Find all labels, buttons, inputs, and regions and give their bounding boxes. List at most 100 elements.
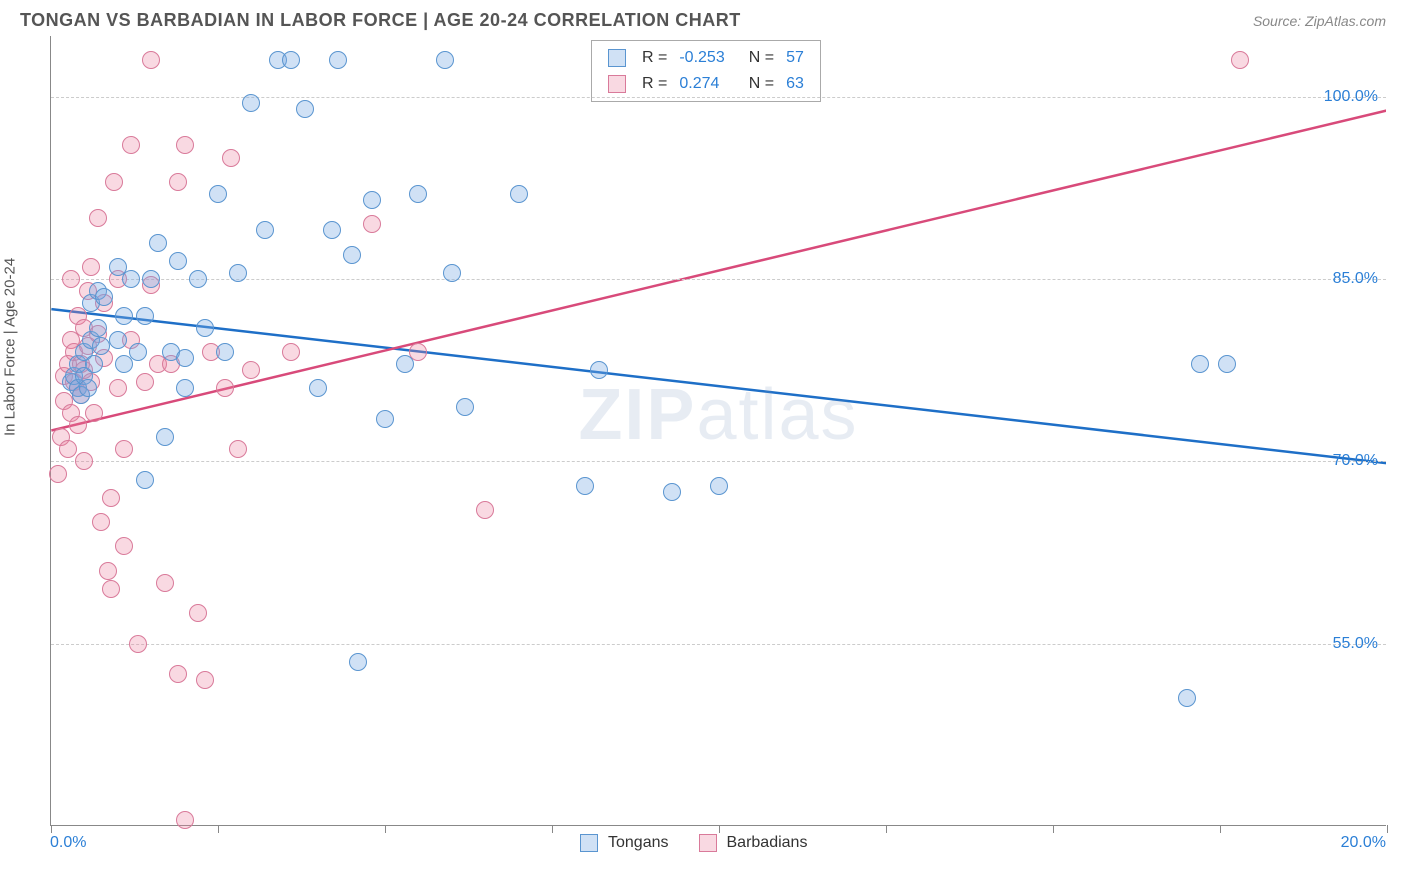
scatter-point-barbadians — [189, 604, 207, 622]
scatter-point-tongans — [576, 477, 594, 495]
y-tick-label: 70.0% — [1333, 452, 1378, 470]
y-tick-label: 100.0% — [1324, 88, 1378, 106]
n-label: N = — [743, 45, 780, 71]
legend-row: R =-0.253 N =57 — [602, 45, 810, 71]
scatter-point-tongans — [136, 471, 154, 489]
scatter-point-tongans — [363, 191, 381, 209]
scatter-point-tongans — [176, 349, 194, 367]
n-label: N = — [743, 71, 780, 97]
trend-line-tongans — [51, 309, 1386, 467]
x-tick — [1220, 825, 1221, 833]
x-tick — [1053, 825, 1054, 833]
scatter-point-barbadians — [122, 136, 140, 154]
scatter-point-tongans — [129, 343, 147, 361]
scatter-point-barbadians — [89, 209, 107, 227]
legend-label: Tongans — [608, 834, 669, 852]
scatter-point-barbadians — [136, 373, 154, 391]
scatter-point-barbadians — [169, 173, 187, 191]
scatter-point-barbadians — [169, 665, 187, 683]
r-label: R = — [636, 45, 673, 71]
scatter-point-tongans — [1218, 355, 1236, 373]
scatter-point-barbadians — [115, 537, 133, 555]
y-tick-label: 85.0% — [1333, 270, 1378, 288]
x-tick — [886, 825, 887, 833]
scatter-point-tongans — [349, 653, 367, 671]
scatter-point-barbadians — [99, 562, 117, 580]
scatter-point-tongans — [256, 221, 274, 239]
scatter-point-tongans — [122, 270, 140, 288]
scatter-point-barbadians — [129, 635, 147, 653]
scatter-point-tongans — [196, 319, 214, 337]
n-value: 57 — [780, 45, 810, 71]
scatter-point-tongans — [282, 51, 300, 69]
scatter-point-barbadians — [176, 136, 194, 154]
legend-label: Barbadians — [727, 834, 808, 852]
scatter-point-tongans — [590, 361, 608, 379]
scatter-point-barbadians — [176, 811, 194, 829]
legend-swatch — [580, 834, 598, 852]
scatter-point-barbadians — [196, 671, 214, 689]
scatter-point-tongans — [436, 51, 454, 69]
scatter-point-tongans — [329, 51, 347, 69]
scatter-point-barbadians — [229, 440, 247, 458]
grid-line — [51, 461, 1386, 462]
r-value: -0.253 — [673, 45, 730, 71]
scatter-point-tongans — [343, 246, 361, 264]
scatter-point-barbadians — [242, 361, 260, 379]
legend-item-barbadians: Barbadians — [699, 834, 808, 852]
scatter-point-tongans — [456, 398, 474, 416]
r-value: 0.274 — [673, 71, 730, 97]
scatter-point-tongans — [409, 185, 427, 203]
chart-container: In Labor Force | Age 20-24 ZIPatlas R =-… — [20, 36, 1386, 866]
scatter-point-tongans — [242, 94, 260, 112]
chart-source: Source: ZipAtlas.com — [1253, 13, 1386, 29]
scatter-point-tongans — [443, 264, 461, 282]
scatter-point-tongans — [149, 234, 167, 252]
x-tick — [552, 825, 553, 833]
scatter-point-tongans — [189, 270, 207, 288]
scatter-point-tongans — [296, 100, 314, 118]
scatter-point-barbadians — [222, 149, 240, 167]
scatter-point-barbadians — [69, 416, 87, 434]
series-legend: Tongans Barbadians — [580, 834, 807, 852]
scatter-point-barbadians — [282, 343, 300, 361]
legend-row: R =0.274N =63 — [602, 71, 810, 97]
scatter-point-tongans — [109, 331, 127, 349]
scatter-point-barbadians — [49, 465, 67, 483]
scatter-point-barbadians — [75, 452, 93, 470]
scatter-point-tongans — [136, 307, 154, 325]
scatter-point-tongans — [115, 307, 133, 325]
grid-line — [51, 644, 1386, 645]
scatter-point-barbadians — [109, 379, 127, 397]
scatter-point-tongans — [396, 355, 414, 373]
y-tick-label: 55.0% — [1333, 635, 1378, 653]
x-tick — [719, 825, 720, 833]
scatter-point-tongans — [142, 270, 160, 288]
scatter-point-barbadians — [82, 258, 100, 276]
legend-swatch — [608, 49, 626, 67]
scatter-point-barbadians — [142, 51, 160, 69]
r-label: R = — [636, 71, 673, 97]
scatter-point-tongans — [510, 185, 528, 203]
scatter-point-barbadians — [476, 501, 494, 519]
scatter-point-tongans — [79, 379, 97, 397]
legend-swatch — [608, 75, 626, 93]
scatter-point-barbadians — [85, 404, 103, 422]
legend-item-tongans: Tongans — [580, 834, 669, 852]
scatter-point-tongans — [156, 428, 174, 446]
scatter-point-barbadians — [102, 489, 120, 507]
scatter-point-tongans — [176, 379, 194, 397]
scatter-point-tongans — [92, 337, 110, 355]
legend-swatch — [699, 834, 717, 852]
scatter-point-tongans — [710, 477, 728, 495]
watermark: ZIPatlas — [578, 374, 858, 456]
scatter-point-barbadians — [1231, 51, 1249, 69]
scatter-point-barbadians — [156, 574, 174, 592]
plot-area: ZIPatlas R =-0.253N =57R =0.274N =63 55.… — [50, 36, 1386, 826]
x-tick — [385, 825, 386, 833]
x-tick — [51, 825, 52, 833]
scatter-point-barbadians — [105, 173, 123, 191]
scatter-point-tongans — [309, 379, 327, 397]
grid-line — [51, 279, 1386, 280]
scatter-point-tongans — [89, 319, 107, 337]
